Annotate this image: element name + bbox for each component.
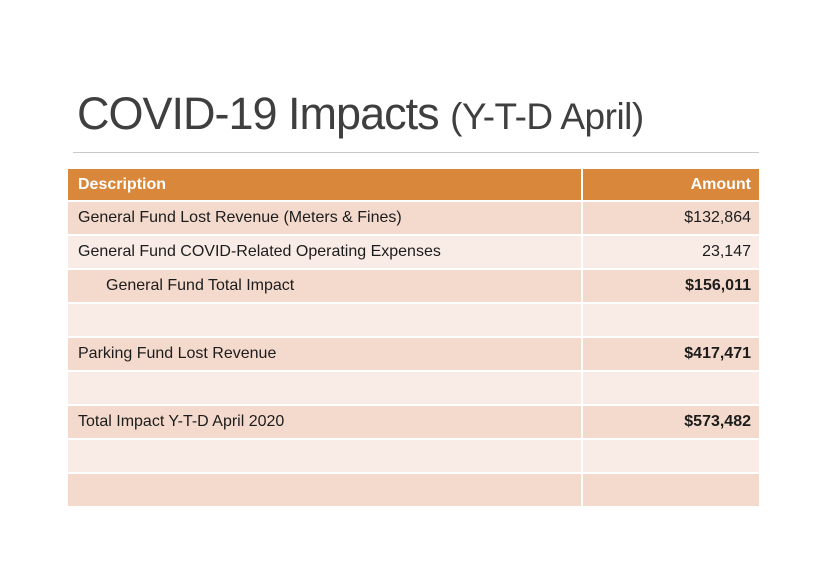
row-description: Total Impact Y-T-D April 2020 [68,406,581,438]
table-header-row: Description Amount [68,169,759,200]
table-row [68,304,759,336]
table-row [68,474,759,506]
row-amount [583,372,759,404]
table-row: Total Impact Y-T-D April 2020 $573,482 [68,406,759,438]
row-description [68,304,581,336]
row-description: General Fund Lost Revenue (Meters & Fine… [68,202,581,234]
table-row: General Fund COVID-Related Operating Exp… [68,236,759,268]
row-description: General Fund Total Impact [68,270,581,302]
page-title: COVID-19 Impacts (Y-T-D April) [77,88,644,140]
row-amount: 23,147 [583,236,759,268]
row-description [68,440,581,472]
impact-table: Description Amount General Fund Lost Rev… [68,169,759,506]
row-description [68,372,581,404]
row-amount: $417,471 [583,338,759,370]
table-row [68,372,759,404]
table-row: General Fund Lost Revenue (Meters & Fine… [68,202,759,234]
row-amount [583,304,759,336]
row-amount: $156,011 [583,270,759,302]
row-description: General Fund COVID-Related Operating Exp… [68,236,581,268]
row-amount: $573,482 [583,406,759,438]
row-amount: $132,864 [583,202,759,234]
table-row [68,440,759,472]
title-divider [73,152,759,153]
table-row: Parking Fund Lost Revenue $417,471 [68,338,759,370]
page-title-suffix: (Y-T-D April) [450,96,644,137]
page-title-main: COVID-19 Impacts [77,88,451,139]
row-description [68,474,581,506]
table-row: General Fund Total Impact $156,011 [68,270,759,302]
column-header-amount: Amount [583,169,759,200]
row-amount [583,474,759,506]
row-amount [583,440,759,472]
column-header-description: Description [68,169,581,200]
row-description: Parking Fund Lost Revenue [68,338,581,370]
